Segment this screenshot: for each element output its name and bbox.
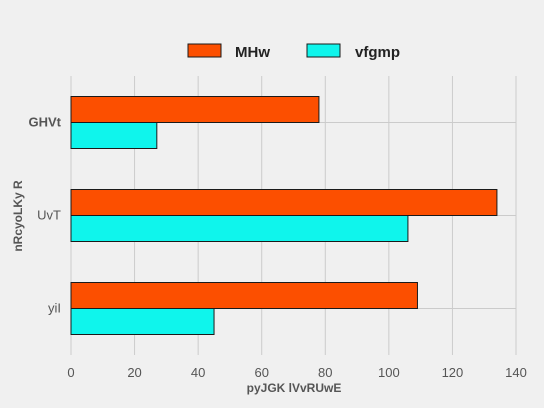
bar-vfgmp-UvT: [70, 215, 409, 242]
y-tick-label: UvT: [37, 208, 61, 223]
legend-swatch: [187, 43, 222, 58]
legend-swatch: [306, 43, 341, 58]
x-tick-label: 100: [378, 365, 400, 380]
legend-label: vfgmp: [355, 44, 400, 61]
x-tick-label: 20: [127, 365, 141, 380]
bars: [70, 96, 498, 335]
legend: MHw vfgmp: [187, 43, 400, 61]
y-tick-label: yiI: [48, 301, 61, 316]
x-tick-label: 60: [254, 365, 268, 380]
bar-MHw-GHVt: [70, 96, 320, 123]
y-tick-label: GHVt: [29, 115, 62, 130]
x-tick-label: 40: [191, 365, 205, 380]
x-tick-label: 120: [442, 365, 464, 380]
x-tick-label: 80: [318, 365, 332, 380]
bar-MHw-yiI: [70, 282, 418, 309]
x-axis-title: pyJGK lVvRUwE: [247, 381, 342, 395]
x-tick-label: 140: [505, 365, 527, 380]
y-axis-ticks: GHVt UvT yiI: [29, 115, 62, 316]
legend-label: MHw: [235, 44, 270, 61]
y-axis-title: nRcyoLKy R: [11, 180, 25, 252]
bar-vfgmp-yiI: [70, 308, 215, 335]
x-tick-label: 0: [67, 365, 74, 380]
x-axis-ticks: 0 20 40 60 80 100 120 140: [67, 365, 526, 380]
bar-vfgmp-GHVt: [70, 122, 158, 149]
bar-MHw-UvT: [70, 189, 498, 216]
